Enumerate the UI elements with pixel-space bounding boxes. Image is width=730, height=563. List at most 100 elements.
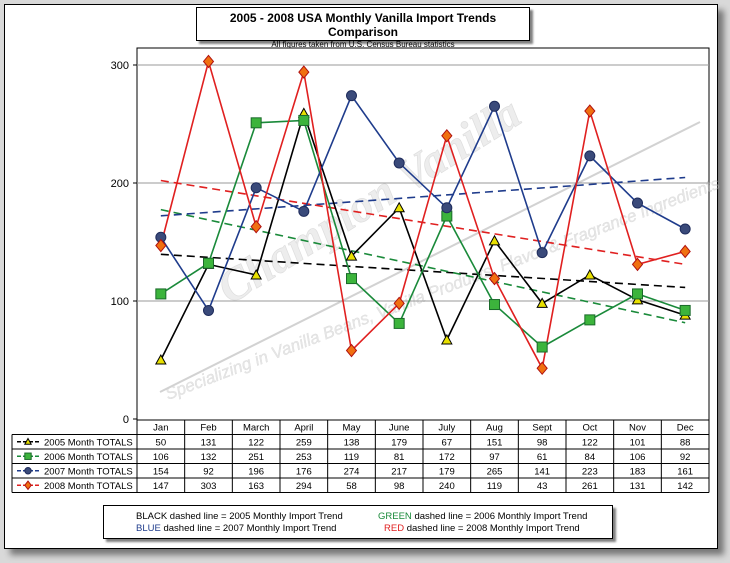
table-cell-value: 176 <box>296 466 312 477</box>
y-axis: 0 100 200 300 <box>111 60 137 426</box>
triangle-marker <box>154 353 167 365</box>
diamond-marker <box>298 65 310 79</box>
triangle-marker <box>345 250 358 261</box>
data-table: Jan Feb March April May June July Aug Sept Oct Nov… <box>11 419 710 493</box>
trend-line <box>160 208 686 324</box>
x-tick-label: Dec <box>677 423 694 434</box>
table-cell-value: 303 <box>201 481 217 492</box>
table-cell-value: 101 <box>630 437 646 448</box>
series-line <box>160 119 686 348</box>
legend-text: dashed line = 2007 Monthly Import Trend <box>163 523 337 534</box>
x-tick-label: Sept <box>532 423 552 434</box>
table-cell-value: 172 <box>439 452 455 463</box>
table-cell-value: 122 <box>582 437 598 448</box>
table-cell-value: 92 <box>680 452 691 463</box>
circle-marker <box>250 182 262 194</box>
circle-marker <box>203 304 214 316</box>
x-tick-label: June <box>389 423 410 434</box>
table-cell-value: 131 <box>201 437 217 448</box>
chart-subtitle: All figures taken from U.S. Census Burea… <box>271 40 455 49</box>
gridlines <box>137 64 709 302</box>
series-name: 2006 Month TOTALS <box>44 452 133 463</box>
table-cell-value: 294 <box>296 481 312 492</box>
trend-line <box>160 176 686 217</box>
legend-color-word: GREEN <box>378 511 412 522</box>
table-cell-value: 196 <box>248 466 264 477</box>
diamond-marker <box>250 219 262 234</box>
x-tick-label: Oct <box>582 423 597 434</box>
table-cell-value: 122 <box>248 437 264 448</box>
table-cell-value: 88 <box>680 437 691 448</box>
table-cell-value: 58 <box>346 481 357 492</box>
series-line <box>160 94 686 313</box>
circle-marker <box>393 157 405 169</box>
legend-entry-2007: BLUE dashed line = 2007 Monthly Import T… <box>136 523 336 534</box>
circle-marker <box>679 223 691 235</box>
table-cell-value: 259 <box>296 437 312 448</box>
triangle-marker <box>583 269 596 280</box>
square-marker <box>24 452 32 460</box>
table-cell-value: 251 <box>248 452 264 463</box>
table-cell-value: 50 <box>156 437 167 448</box>
series-lines <box>160 58 686 371</box>
table-cell-value: 163 <box>248 481 264 492</box>
table-cell-value: 142 <box>677 481 693 492</box>
legend-color-word: RED <box>384 523 405 534</box>
y-tick-label: 0 <box>123 414 129 426</box>
diamond-marker <box>679 244 691 259</box>
legend-entry-2005: BLACK dashed line = 2005 Monthly Import … <box>136 511 343 522</box>
diamond-marker <box>441 129 453 143</box>
trend-legend: BLACK dashed line = 2005 Monthly Import … <box>103 505 613 539</box>
y-tick-label: 300 <box>111 60 129 72</box>
triangle-marker <box>250 269 263 280</box>
table-cell-value: 240 <box>439 481 455 492</box>
diamond-marker <box>345 343 358 358</box>
circle-marker <box>346 90 357 102</box>
watermark-underline <box>159 121 701 393</box>
y-tick-label: 100 <box>111 296 129 308</box>
title-box: 2005 - 2008 USA Monthly Vanilla Import T… <box>196 7 530 49</box>
table-cell-value: 161 <box>677 466 693 477</box>
table-cell-value: 132 <box>201 452 217 463</box>
diamond-marker <box>393 296 405 311</box>
square-marker <box>250 117 262 129</box>
diamond-marker <box>631 257 644 272</box>
circle-marker <box>298 205 310 217</box>
triangle-marker <box>536 297 549 308</box>
diamond-marker <box>488 271 501 286</box>
table-cell-value: 92 <box>203 466 214 477</box>
circle-marker <box>584 150 596 162</box>
table-cell-value: 119 <box>487 481 502 492</box>
triangle-marker <box>393 201 406 213</box>
table-cell-value: 253 <box>296 452 312 463</box>
plot-area <box>136 47 710 421</box>
legend-color-word: BLACK <box>136 511 168 522</box>
chart-title: 2005 - 2008 USA Monthly Vanilla Import T… <box>229 11 497 39</box>
circle-marker <box>24 467 32 475</box>
x-tick-label: April <box>294 423 313 434</box>
table-cell-value: 84 <box>585 452 596 463</box>
square-marker <box>393 317 405 329</box>
table-cell-value: 81 <box>394 452 405 463</box>
series-line <box>160 110 686 361</box>
legend-text: dashed line = 2005 Monthly Import Trend <box>169 511 343 522</box>
circle-marker <box>632 197 643 209</box>
x-tick-label: July <box>438 423 455 434</box>
table-cell-value: 261 <box>582 481 598 492</box>
table-cell-value: 106 <box>630 452 646 463</box>
square-marker <box>298 114 310 126</box>
legend-entry-2006: GREEN dashed line = 2006 Monthly Import … <box>378 511 587 522</box>
table-cell-value: 179 <box>439 466 455 477</box>
table-cell-value: 131 <box>630 481 646 492</box>
table-cell-value: 154 <box>153 466 169 477</box>
table-cell-value: 98 <box>537 437 548 448</box>
x-tick-label: Feb <box>200 423 216 434</box>
x-tick-label: May <box>343 423 361 434</box>
x-tick-label: Nov <box>629 423 646 434</box>
square-marker <box>536 341 548 353</box>
table-cell-value: 97 <box>489 452 500 463</box>
legend-entry-2008: RED dashed line = 2008 Monthly Import Tr… <box>384 523 580 534</box>
y-tick-label: 200 <box>111 178 129 190</box>
series-name: 2007 Month TOTALS <box>44 466 133 477</box>
